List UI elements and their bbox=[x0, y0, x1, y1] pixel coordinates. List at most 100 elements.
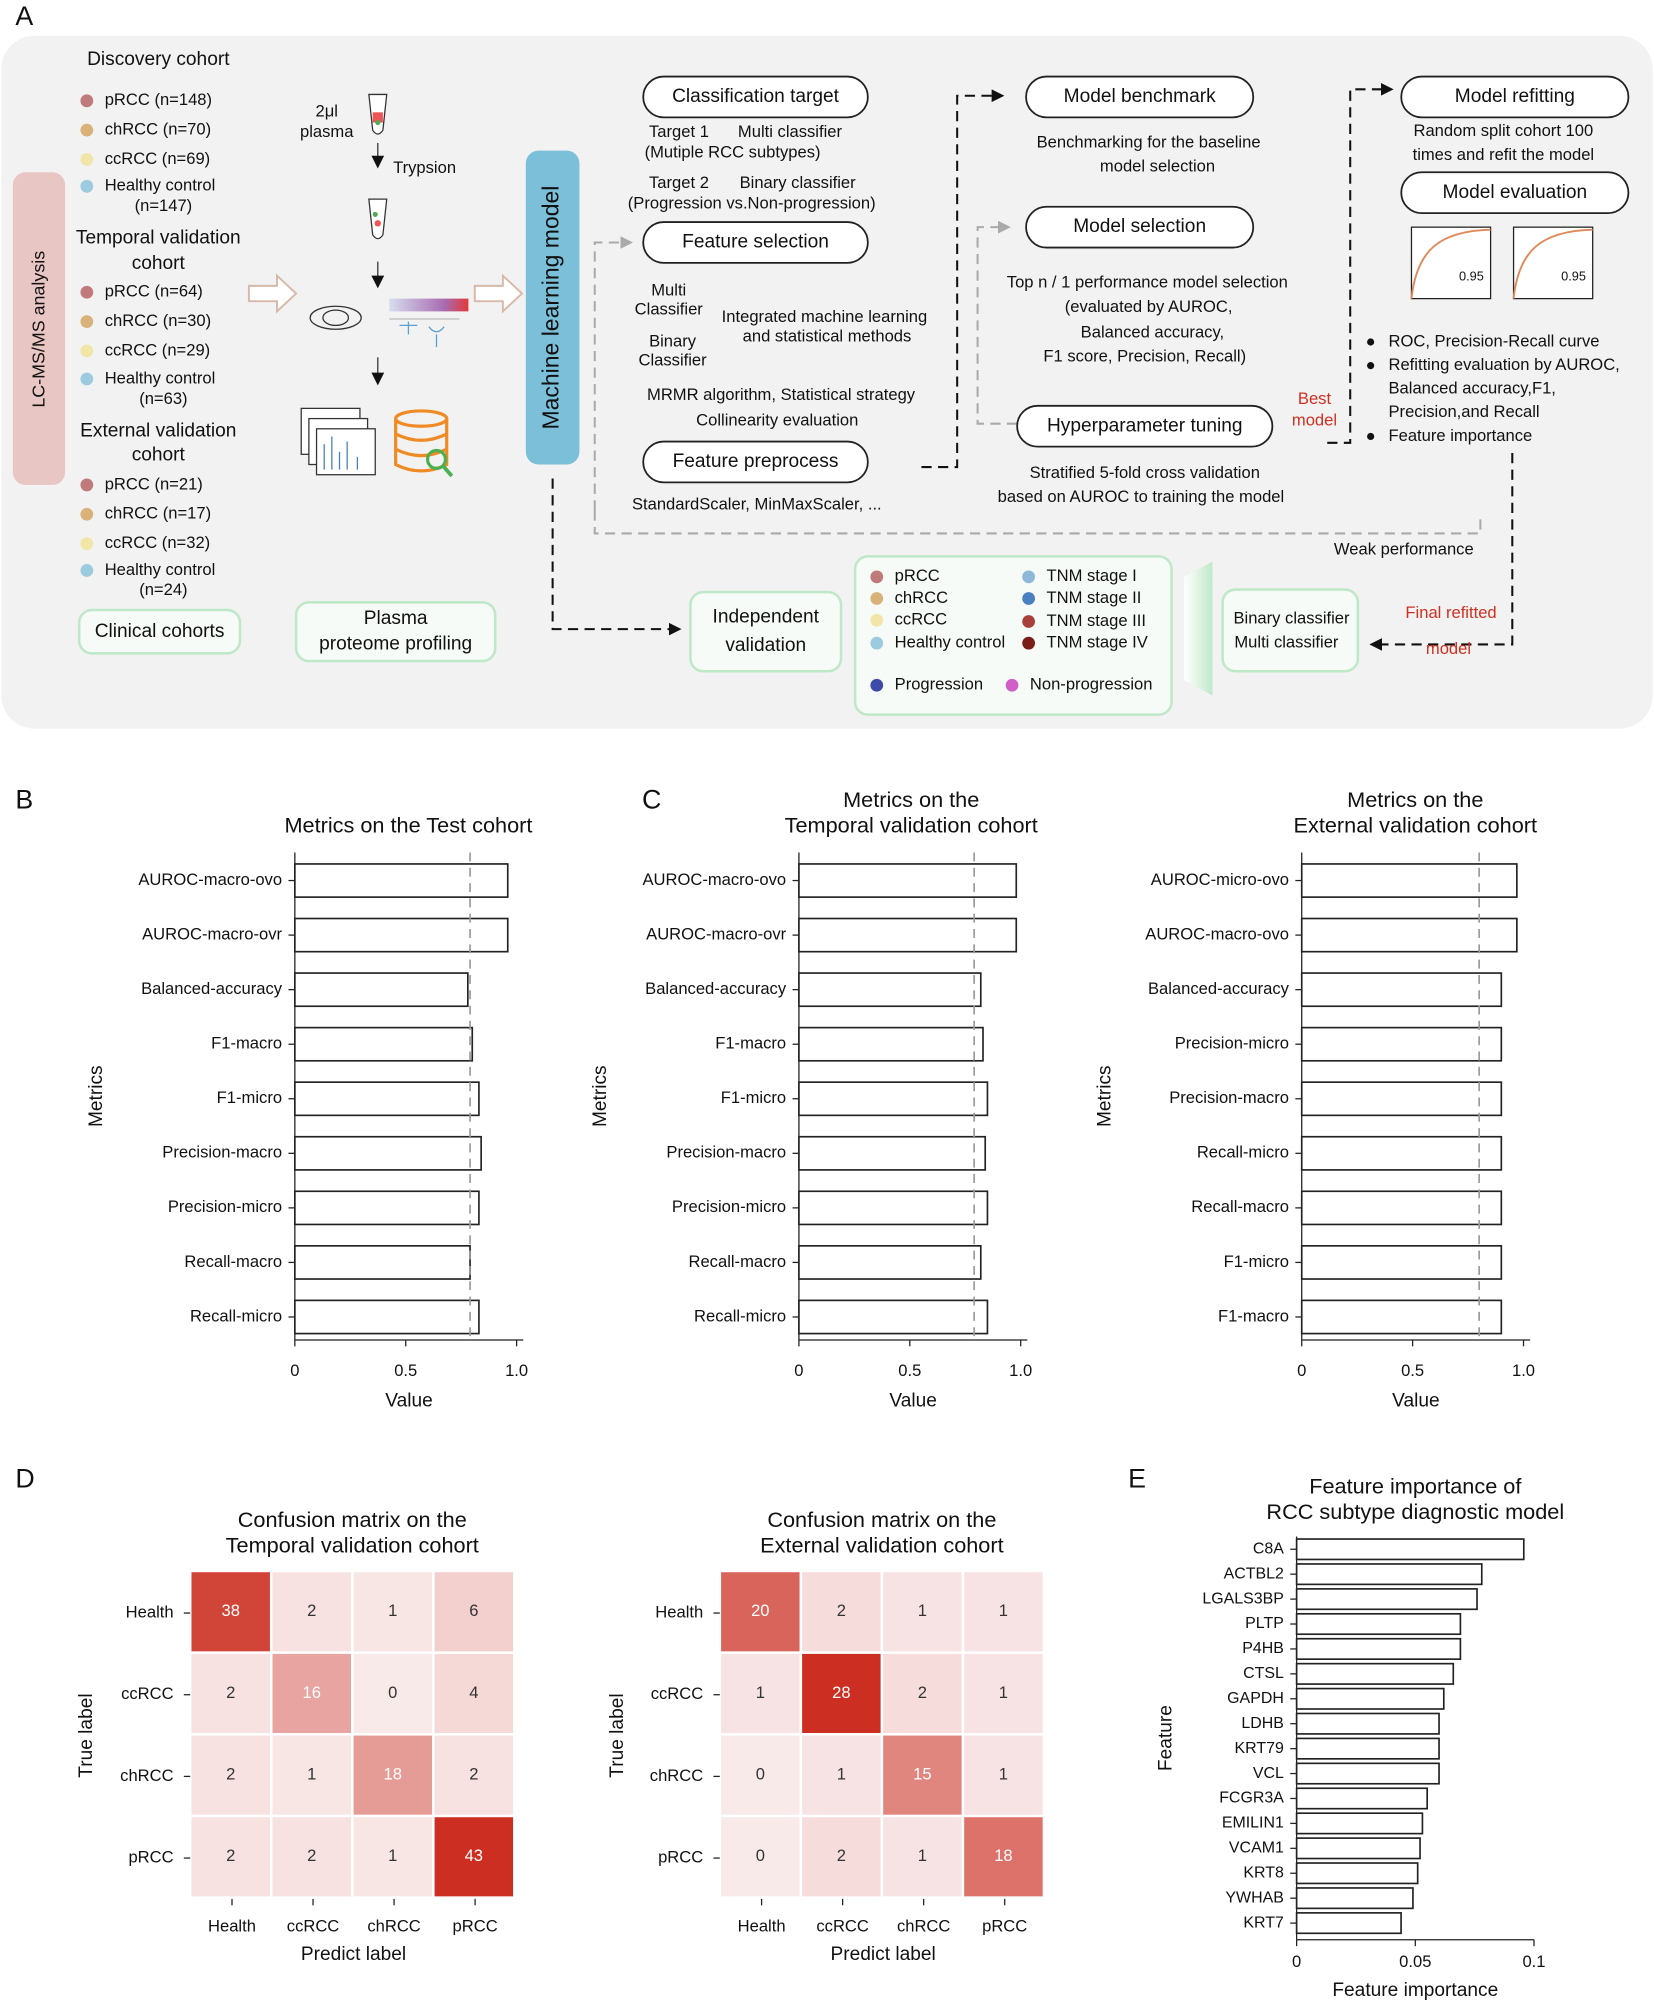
legend-label: TNM stage III bbox=[1046, 611, 1146, 630]
bar bbox=[1295, 1912, 1402, 1935]
workflow-icons bbox=[300, 93, 469, 478]
ml-label: Machine learning model bbox=[538, 186, 564, 430]
y-tick-label: F1-micro bbox=[1224, 1252, 1289, 1271]
fade-shape bbox=[1184, 561, 1213, 696]
cell bbox=[802, 1817, 881, 1897]
red-note: Best bbox=[1298, 389, 1332, 408]
note: Multi bbox=[651, 280, 686, 299]
note: Multi classifier bbox=[738, 122, 843, 141]
chart-title: Confusion matrix on the bbox=[767, 1507, 996, 1532]
bar bbox=[1295, 1662, 1455, 1685]
y-tick-label: AUROC-micro-ovo bbox=[1151, 870, 1289, 889]
ml-box bbox=[525, 150, 580, 465]
x-tick-label: 0.5 bbox=[394, 1361, 417, 1380]
cohort-dot bbox=[80, 179, 94, 193]
legend-label: pRCC bbox=[895, 566, 940, 585]
cell bbox=[191, 1572, 270, 1652]
bar bbox=[1300, 1190, 1503, 1226]
bar bbox=[1300, 1081, 1503, 1117]
note: Stratified 5-fold cross validation bbox=[1030, 463, 1260, 482]
cell-label: 20 bbox=[751, 1601, 769, 1620]
bar bbox=[294, 917, 509, 953]
cell bbox=[721, 1817, 800, 1897]
step-box bbox=[642, 75, 869, 119]
y-tick-label: F1-macro bbox=[211, 1034, 282, 1053]
y-tick-label: LDHB bbox=[1241, 1715, 1284, 1732]
x-tick-label: pRCC bbox=[453, 1916, 498, 1935]
bar bbox=[294, 1135, 482, 1171]
cell bbox=[434, 1817, 514, 1897]
cohort-title: cohort bbox=[132, 253, 186, 274]
y-tick-label: pRCC bbox=[658, 1847, 703, 1866]
output: Multi classifier bbox=[1234, 633, 1339, 652]
cell-label: 1 bbox=[388, 1601, 397, 1620]
cohort-dot bbox=[80, 507, 94, 521]
bar bbox=[294, 1299, 480, 1335]
cell bbox=[353, 1817, 433, 1897]
panel-label: E bbox=[1128, 1463, 1146, 1493]
cell bbox=[721, 1735, 800, 1815]
box-label: Clinical cohorts bbox=[95, 621, 225, 642]
y-tick-label: Precision-micro bbox=[672, 1197, 786, 1216]
bullet-text: Balanced accuracy,F1, bbox=[1389, 379, 1556, 398]
cohort-title: External validation bbox=[80, 420, 236, 441]
note: Target 2 bbox=[649, 173, 709, 192]
y-tick-label: AUROC-macro-ovo bbox=[138, 870, 282, 889]
x-tick-label: 0.05 bbox=[1399, 1952, 1431, 1971]
x-tick-label: ccRCC bbox=[287, 1916, 340, 1935]
y-tick-label: Precision-micro bbox=[1175, 1034, 1289, 1053]
cell bbox=[964, 1817, 1043, 1897]
bar bbox=[294, 972, 469, 1008]
side-box bbox=[12, 172, 66, 485]
bar bbox=[798, 972, 982, 1008]
x-axis-label: Value bbox=[889, 1390, 937, 1411]
y-tick-label: GAPDH bbox=[1227, 1690, 1284, 1707]
y-tick-label: C8A bbox=[1253, 1540, 1284, 1557]
cohort-item: chRCC (n=70) bbox=[105, 120, 211, 139]
legend-dot bbox=[870, 678, 884, 692]
cell-label: 2 bbox=[226, 1764, 235, 1783]
y-tick-label: Precision-micro bbox=[168, 1197, 282, 1216]
y-axis-label: True label bbox=[76, 1693, 97, 1777]
cohort-dot bbox=[80, 123, 94, 137]
y-tick-label: Recall-macro bbox=[1191, 1197, 1289, 1216]
bar bbox=[294, 863, 509, 898]
panel-label: C bbox=[642, 784, 661, 814]
cell-label: 18 bbox=[384, 1764, 402, 1783]
y-tick-label: F1-macro bbox=[1218, 1306, 1289, 1325]
cohort-item: pRCC (n=21) bbox=[105, 474, 203, 493]
x-axis-label: Predict label bbox=[301, 1944, 406, 1965]
note: and statistical methods bbox=[743, 326, 912, 345]
y-tick-label: ccRCC bbox=[651, 1684, 704, 1703]
side-label: LC-MS/MS analysis bbox=[28, 251, 48, 408]
chart-title: External validation cohort bbox=[1294, 813, 1538, 838]
bar bbox=[1295, 1588, 1478, 1611]
roc-value: 0.95 bbox=[1459, 268, 1484, 283]
note: (Progression vs.Non-progression) bbox=[628, 194, 876, 213]
y-tick-label: EMILIN1 bbox=[1222, 1815, 1284, 1832]
cell-label: 2 bbox=[469, 1764, 478, 1783]
chart-title: Temporal validation cohort bbox=[785, 813, 1038, 838]
cell bbox=[802, 1735, 881, 1815]
cell-label: 16 bbox=[303, 1683, 321, 1702]
cell-label: 2 bbox=[226, 1846, 235, 1865]
cohort-item: ccRCC (n=69) bbox=[105, 149, 210, 168]
step-label: Model selection bbox=[1073, 216, 1206, 237]
y-axis-label: Feature bbox=[1156, 1705, 1177, 1771]
bar bbox=[294, 1026, 474, 1062]
bullet bbox=[1367, 338, 1375, 346]
note: F1 score, Precision, Recall) bbox=[1043, 347, 1246, 366]
output: Binary classifier bbox=[1233, 608, 1350, 627]
cell-label: 2 bbox=[837, 1846, 846, 1865]
cohort-item: Healthy control bbox=[105, 368, 216, 387]
cell bbox=[883, 1572, 962, 1652]
chart-title: Temporal validation cohort bbox=[226, 1532, 479, 1557]
bar bbox=[1300, 972, 1503, 1008]
y-tick-label: Precision-macro bbox=[1169, 1088, 1289, 1107]
bar bbox=[1295, 1712, 1440, 1735]
note: based on AUROC to training the model bbox=[998, 487, 1285, 506]
y-tick-label: Recall-micro bbox=[190, 1306, 282, 1325]
step-label: Model benchmark bbox=[1064, 86, 1216, 107]
note: Classifier bbox=[635, 299, 704, 318]
box-label: proteome profiling bbox=[319, 634, 472, 655]
